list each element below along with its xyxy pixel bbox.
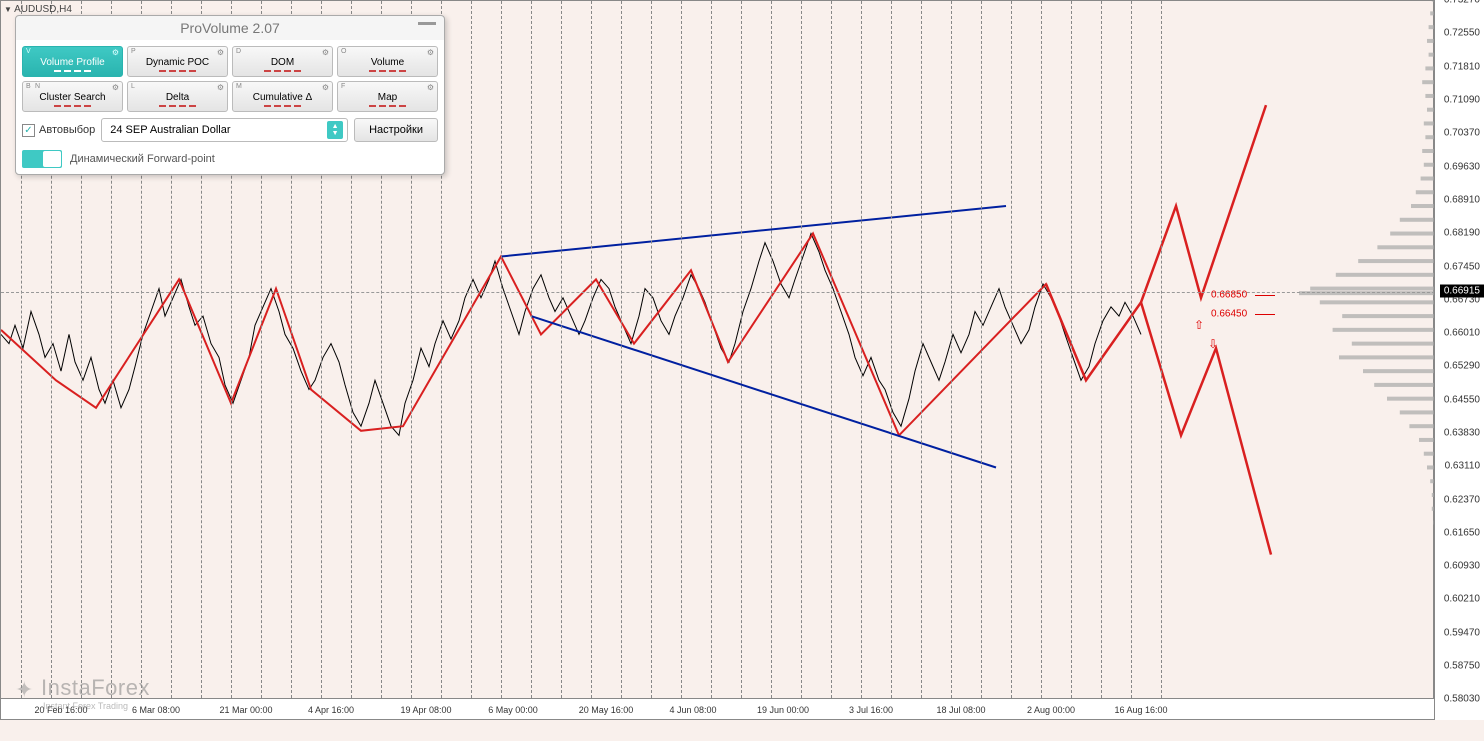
settings-button[interactable]: Настройки bbox=[354, 118, 438, 142]
y-axis: 0.73270 0.72550 0.71810 0.71090 0.70370 0.696… bbox=[1434, 0, 1484, 720]
vgrid-line bbox=[771, 1, 772, 698]
vgrid-line bbox=[861, 1, 862, 698]
checkbox-icon: ✓ bbox=[22, 124, 35, 137]
vgrid-line bbox=[561, 1, 562, 698]
price-level-label: 0.66850 bbox=[1211, 290, 1247, 301]
forecast-arrow-icon: ⇩ bbox=[1208, 337, 1218, 351]
y-tick: 0.62370 bbox=[1444, 494, 1480, 505]
vgrid-line bbox=[981, 1, 982, 698]
vgrid-line bbox=[591, 1, 592, 698]
y-tick: 0.66010 bbox=[1444, 327, 1480, 338]
panel-title[interactable]: ProVolume 2.07 bbox=[16, 16, 444, 40]
vgrid-line bbox=[531, 1, 532, 698]
price-level-tick bbox=[1255, 314, 1275, 315]
vgrid-line bbox=[681, 1, 682, 698]
y-tick: 0.61650 bbox=[1444, 527, 1480, 538]
instaforex-logo-icon bbox=[15, 677, 39, 701]
tab-cumulative-[interactable]: M⚙Cumulative Δ bbox=[232, 81, 333, 112]
provolume-panel: ProVolume 2.07 V⚙Volume ProfileP⚙Dynamic… bbox=[15, 15, 445, 175]
x-tick: 4 Apr 16:00 bbox=[308, 705, 354, 715]
y-tick: 0.73270 bbox=[1444, 0, 1480, 6]
forward-point-toggle[interactable] bbox=[22, 150, 62, 168]
panel-title-text: ProVolume 2.07 bbox=[180, 20, 280, 36]
vgrid-line bbox=[801, 1, 802, 698]
x-tick: 18 Jul 08:00 bbox=[936, 705, 985, 715]
x-tick: 2 Aug 00:00 bbox=[1027, 705, 1075, 715]
tab-dynamic-poc[interactable]: P⚙Dynamic POC bbox=[127, 46, 228, 77]
y-tick: 0.71810 bbox=[1444, 61, 1480, 72]
symbol-label: AUDUSD,H4 bbox=[4, 4, 72, 15]
y-tick: 0.63830 bbox=[1444, 427, 1480, 438]
y-tick: 0.59470 bbox=[1444, 627, 1480, 638]
x-tick: 21 Mar 00:00 bbox=[219, 705, 272, 715]
tab-delta[interactable]: L⚙Delta bbox=[127, 81, 228, 112]
y-tick: 0.69630 bbox=[1444, 161, 1480, 172]
settings-button-label: Настройки bbox=[369, 124, 423, 136]
tab-volume-profile[interactable]: V⚙Volume Profile bbox=[22, 46, 123, 77]
x-tick: 6 May 00:00 bbox=[488, 705, 538, 715]
auto-select-checkbox[interactable]: ✓ Автовыбор bbox=[22, 124, 95, 137]
vgrid-line bbox=[471, 1, 472, 698]
y-tick: 0.64550 bbox=[1444, 394, 1480, 405]
y-tick: 0.68190 bbox=[1444, 228, 1480, 239]
price-level-tick bbox=[1255, 295, 1275, 296]
y-tick: 0.67450 bbox=[1444, 261, 1480, 272]
y-tick: 0.58030 bbox=[1444, 694, 1480, 705]
vgrid-line bbox=[651, 1, 652, 698]
y-tick: 0.65290 bbox=[1444, 361, 1480, 372]
y-tick: 0.70370 bbox=[1444, 128, 1480, 139]
vgrid-line bbox=[711, 1, 712, 698]
vgrid-line bbox=[921, 1, 922, 698]
y-tick: 0.58750 bbox=[1444, 660, 1480, 671]
tab-volume[interactable]: O⚙Volume bbox=[337, 46, 438, 77]
vgrid-line bbox=[621, 1, 622, 698]
contract-select[interactable]: 24 SEP Australian Dollar ▲▼ bbox=[101, 118, 348, 142]
vgrid-line bbox=[1101, 1, 1102, 698]
tab-map[interactable]: F⚙Map bbox=[337, 81, 438, 112]
watermark: InstaForex Instant Forex Trading bbox=[15, 675, 150, 711]
vgrid-line bbox=[741, 1, 742, 698]
y-tick: 0.60930 bbox=[1444, 560, 1480, 571]
vgrid-line bbox=[831, 1, 832, 698]
x-tick: 16 Aug 16:00 bbox=[1114, 705, 1167, 715]
y-tick: 0.63110 bbox=[1445, 461, 1480, 472]
x-axis: 20 Feb 16:006 Mar 08:0021 Mar 00:004 Apr… bbox=[1, 698, 1435, 719]
y-tick: 0.68910 bbox=[1444, 194, 1480, 205]
contract-selected-text: 24 SEP Australian Dollar bbox=[110, 124, 230, 136]
vgrid-line bbox=[1131, 1, 1132, 698]
watermark-sub-text: Instant Forex Trading bbox=[43, 701, 150, 711]
vgrid-line bbox=[1161, 1, 1162, 698]
vgrid-line bbox=[1011, 1, 1012, 698]
forward-point-label: Динамический Forward-point bbox=[70, 153, 215, 165]
y-tick: 0.60210 bbox=[1444, 594, 1480, 605]
x-tick: 19 Jun 00:00 bbox=[757, 705, 809, 715]
y-tick: 0.72550 bbox=[1444, 28, 1480, 39]
watermark-main-text: InstaForex bbox=[41, 675, 150, 700]
vgrid-line bbox=[1071, 1, 1072, 698]
auto-select-label: Автовыбор bbox=[39, 124, 95, 136]
x-tick: 20 May 16:00 bbox=[579, 705, 634, 715]
x-tick: 3 Jul 16:00 bbox=[849, 705, 893, 715]
select-arrows-icon: ▲▼ bbox=[327, 121, 343, 139]
x-tick: 4 Jun 08:00 bbox=[669, 705, 716, 715]
price-level-label: 0.66450 bbox=[1211, 308, 1247, 319]
vgrid-line bbox=[951, 1, 952, 698]
forecast-arrow-icon: ⇧ bbox=[1194, 318, 1204, 332]
current-price-badge: 0.66915 bbox=[1440, 285, 1484, 298]
vgrid-line bbox=[1041, 1, 1042, 698]
vgrid-line bbox=[501, 1, 502, 698]
tab-dom[interactable]: D⚙DOM bbox=[232, 46, 333, 77]
y-tick: 0.71090 bbox=[1444, 94, 1480, 105]
minimize-icon[interactable] bbox=[418, 22, 436, 25]
vgrid-line bbox=[891, 1, 892, 698]
tab-cluster-search[interactable]: BN⚙Cluster Search bbox=[22, 81, 123, 112]
x-tick: 19 Apr 08:00 bbox=[400, 705, 451, 715]
